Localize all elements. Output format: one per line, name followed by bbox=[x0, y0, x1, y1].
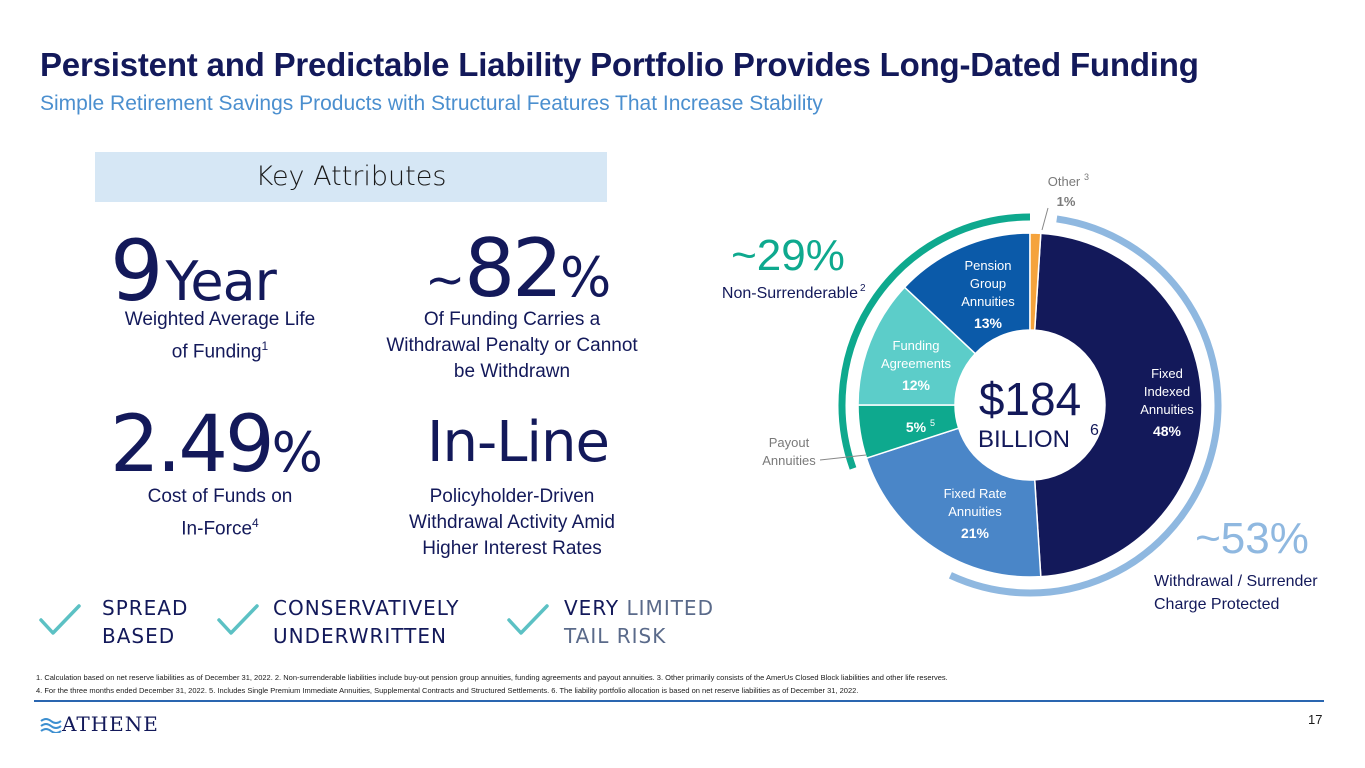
stat-unit: Year bbox=[165, 250, 277, 313]
stat-desc-line: Weighted Average Life bbox=[124, 309, 316, 330]
slice-label: Pension bbox=[965, 258, 1012, 273]
stat-value: In-Line bbox=[427, 410, 610, 475]
annotation-value: ~29% bbox=[731, 231, 845, 280]
stat-desc-line: Of Funding Carries a bbox=[423, 309, 601, 330]
key-attributes-header: Key Attributes bbox=[95, 152, 607, 202]
athene-wave-icon bbox=[40, 718, 62, 734]
footnote-ref: 2 bbox=[860, 283, 866, 294]
checkmark-icon bbox=[39, 604, 81, 635]
check-spread-based: SPREAD BASED bbox=[102, 594, 188, 650]
stat-desc-line: be Withdrawn bbox=[453, 361, 571, 382]
slice-value-label: 12% bbox=[902, 377, 931, 393]
slice-label: Annuities bbox=[961, 294, 1015, 309]
slice-fixed-indexed-annuities bbox=[1033, 232, 1203, 578]
page-title: Persistent and Predictable Liability Por… bbox=[40, 46, 1199, 83]
slice-label: Fixed Rate bbox=[944, 486, 1007, 501]
athene-logo: ATHENE bbox=[40, 712, 159, 736]
liability-donut-chart: Fixed Indexed Annuities 48% Fixed Rate Annuit… bbox=[722, 172, 1318, 613]
stat-weighted-life-desc: Weighted Average Life of Funding1 bbox=[95, 307, 345, 365]
stat-cost-of-funds-desc: Cost of Funds on In-Force4 bbox=[95, 484, 345, 542]
footnote-ref: 1 bbox=[261, 339, 269, 353]
stat-cost-of-funds: 2.49% bbox=[110, 400, 323, 490]
slice-label: Agreements bbox=[881, 356, 952, 371]
checkmark-icon bbox=[217, 604, 259, 635]
slice-value-label: 13% bbox=[974, 315, 1003, 331]
stat-desc-line: Cost of Funds on bbox=[147, 486, 293, 507]
check-label-line: BASED bbox=[102, 624, 176, 648]
withdrawal-protected-arc bbox=[948, 215, 1222, 597]
footnote-ref: 5 bbox=[930, 418, 935, 428]
stat-desc-line: Higher Interest Rates bbox=[422, 538, 602, 559]
stat-desc-line: In-Force bbox=[181, 518, 253, 540]
slice-label: Funding bbox=[893, 338, 940, 353]
slice-value-label: 1% bbox=[1057, 194, 1076, 209]
center-value: $184 bbox=[979, 373, 1081, 425]
stat-desc-line: Policyholder-Driven bbox=[429, 486, 595, 507]
check-label-line: TAIL RISK bbox=[564, 624, 667, 648]
stat-prefix: ~ bbox=[425, 252, 465, 308]
slice-label: Fixed bbox=[1151, 366, 1183, 381]
annotation-value: ~53% bbox=[1195, 514, 1309, 563]
footer-divider bbox=[34, 700, 1324, 702]
footnote-ref: 4 bbox=[252, 516, 259, 530]
slice-other bbox=[1029, 232, 1042, 331]
stat-weighted-life: 9 Year bbox=[110, 222, 277, 320]
stat-value: 9 bbox=[110, 222, 163, 320]
checkmark-icon bbox=[507, 604, 549, 635]
page-subtitle: Simple Retirement Savings Products with … bbox=[40, 92, 823, 115]
slice-value-label: 48% bbox=[1153, 423, 1182, 439]
non-surrenderable-arc bbox=[838, 213, 1031, 470]
stat-desc-line: Withdrawal Activity Amid bbox=[409, 512, 615, 533]
slice-value-label: 5% bbox=[906, 419, 927, 435]
leader-line bbox=[1041, 207, 1049, 231]
slice-label: Group bbox=[970, 276, 1006, 291]
slice-label: Indexed bbox=[1144, 384, 1190, 399]
stat-unit: % bbox=[271, 421, 323, 484]
stat-unit: % bbox=[560, 246, 611, 309]
stat-desc-line: Withdrawal Penalty or Cannot bbox=[386, 335, 638, 356]
check-limited-tail-risk: VERY LIMITED TAIL RISK bbox=[564, 594, 714, 650]
slice-value-label: 21% bbox=[961, 525, 990, 541]
stat-penalty-desc: Of Funding Carries a Withdrawal Penalty … bbox=[362, 307, 662, 385]
check-label-line: SPREAD bbox=[102, 596, 189, 620]
slice-label: Annuities bbox=[1140, 402, 1194, 417]
footnote-ref: 6 bbox=[1090, 422, 1099, 439]
page-number: 17 bbox=[1308, 712, 1323, 727]
leader-line bbox=[819, 454, 867, 461]
key-attributes-heading: Key Attributes bbox=[255, 161, 447, 192]
stat-desc-line: of Funding bbox=[171, 341, 262, 363]
stat-value: 2.49 bbox=[110, 400, 275, 490]
slice-label: Payout bbox=[769, 435, 810, 450]
check-label-part: LIMITED bbox=[626, 596, 714, 620]
stat-in-line-desc: Policyholder-Driven Withdrawal Activity … bbox=[362, 484, 662, 562]
annotation-label: Non-Surrenderable bbox=[722, 285, 858, 302]
check-label-part: VERY bbox=[564, 596, 627, 620]
check-label-line: UNDERWRITTEN bbox=[273, 624, 447, 648]
center-label: BILLION bbox=[978, 426, 1070, 453]
slice-label: Other bbox=[1048, 174, 1081, 189]
slice-label: Annuities bbox=[762, 453, 816, 468]
stat-value: 82 bbox=[464, 222, 563, 315]
footnote-line: 1. Calculation based on net reserve liab… bbox=[36, 673, 948, 682]
check-label-line: CONSERVATIVELY bbox=[273, 596, 460, 620]
stat-in-line: In-Line bbox=[427, 410, 610, 475]
annotation-label: Withdrawal / Surrender bbox=[1154, 573, 1318, 590]
annotation-label: Charge Protected bbox=[1154, 596, 1279, 613]
footnote-line: 4. For the three months ended December 3… bbox=[36, 686, 859, 695]
check-conservatively-underwritten: CONSERVATIVELY UNDERWRITTEN bbox=[273, 594, 459, 650]
stat-penalty: ~82% bbox=[425, 222, 611, 315]
slice-fixed-rate-annuities bbox=[865, 427, 1042, 578]
slice-label: Annuities bbox=[948, 504, 1002, 519]
footnote-ref: 3 bbox=[1084, 172, 1089, 182]
logo-text: ATHENE bbox=[62, 712, 159, 736]
